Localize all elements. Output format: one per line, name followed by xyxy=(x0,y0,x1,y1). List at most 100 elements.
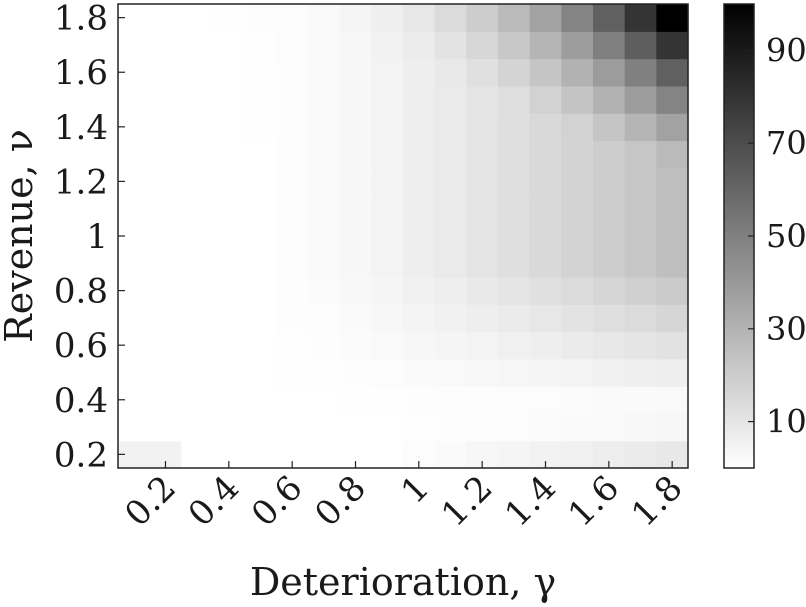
heatmap-cell xyxy=(244,31,277,60)
heatmap-cell xyxy=(529,195,562,223)
heatmap-cell xyxy=(149,31,182,60)
heatmap-cell xyxy=(213,31,246,60)
heatmap-cell xyxy=(466,195,499,223)
heatmap-cell xyxy=(276,85,309,114)
heatmap-cell xyxy=(244,85,277,114)
heatmap-cell xyxy=(118,85,151,114)
heatmap-cell xyxy=(149,58,182,87)
heatmap-cell xyxy=(339,4,372,32)
y-tick-label: 1.6 xyxy=(54,53,108,93)
heatmap-cell xyxy=(213,304,246,333)
heatmap-cell xyxy=(403,386,436,415)
heatmap-cell xyxy=(529,31,562,60)
heatmap-cell xyxy=(529,413,562,442)
heatmap-cell xyxy=(624,140,657,169)
heatmap-cell xyxy=(244,413,277,442)
heatmap-cell xyxy=(624,331,657,360)
heatmap-cell xyxy=(118,31,151,60)
heatmap-cell xyxy=(624,358,657,387)
heatmap-cell xyxy=(498,4,531,32)
heatmap-cell xyxy=(498,440,531,469)
heatmap-cell xyxy=(561,413,594,442)
heatmap-cell xyxy=(276,331,309,360)
heatmap-cell xyxy=(308,140,341,169)
heatmap-cell xyxy=(434,85,467,114)
heatmap-cell xyxy=(371,358,404,387)
heatmap-cell xyxy=(593,331,626,360)
heatmap-cell xyxy=(434,386,467,415)
y-tick-label: 0.6 xyxy=(54,326,108,366)
heatmap-cell xyxy=(561,276,594,305)
y-tick-label: 1.2 xyxy=(54,162,108,202)
heatmap-cell xyxy=(181,358,214,387)
y-tick-label: 0.8 xyxy=(54,272,108,312)
heatmap-cell xyxy=(149,276,182,305)
heatmap-cell xyxy=(656,167,689,196)
heatmap-cell xyxy=(371,140,404,169)
heatmap-cell xyxy=(656,58,689,87)
heatmap-cells xyxy=(118,4,689,469)
heatmap-cell xyxy=(434,304,467,333)
heatmap-cell xyxy=(181,195,214,223)
heatmap-cell xyxy=(308,195,341,223)
heatmap-cell xyxy=(593,413,626,442)
heatmap-cell xyxy=(434,4,467,32)
heatmap-cell xyxy=(339,195,372,223)
x-tick-label: 0.4 xyxy=(181,468,248,535)
heatmap-cell xyxy=(371,331,404,360)
heatmap-cell xyxy=(656,85,689,114)
colorbar-tick-label: 50 xyxy=(766,217,806,255)
heatmap-cell xyxy=(118,358,151,387)
heatmap-cell xyxy=(466,4,499,32)
heatmap-cell xyxy=(498,331,531,360)
heatmap-cell xyxy=(149,386,182,415)
x-tick-label: 0.2 xyxy=(117,468,184,535)
y-tick-label: 0.4 xyxy=(54,381,108,421)
heatmap-cell xyxy=(339,222,372,251)
heatmap-cell xyxy=(403,222,436,251)
heatmap-cell xyxy=(466,304,499,333)
heatmap-cell xyxy=(213,113,246,142)
x-axis-ticks: 0.20.40.60.8 11.21.41.61.8 xyxy=(117,461,691,535)
heatmap-cell xyxy=(498,140,531,169)
heatmap-cell xyxy=(593,113,626,142)
heatmap-cell xyxy=(466,140,499,169)
heatmap-cell xyxy=(149,140,182,169)
heatmap-cell xyxy=(624,58,657,87)
heatmap-cell xyxy=(561,195,594,223)
heatmap-cell xyxy=(624,4,657,32)
heatmap-cell xyxy=(593,249,626,278)
heatmap-cell xyxy=(371,276,404,305)
heatmap-cell xyxy=(624,222,657,251)
heatmap-cell xyxy=(466,58,499,87)
heatmap-cell xyxy=(498,85,531,114)
heatmap-cell xyxy=(276,358,309,387)
heatmap-cell xyxy=(593,4,626,32)
heatmap-cell xyxy=(339,140,372,169)
heatmap-cell xyxy=(118,140,151,169)
heatmap-cell xyxy=(308,386,341,415)
x-tick-label: 1 xyxy=(394,468,438,512)
heatmap-cell xyxy=(434,276,467,305)
heatmap-cell xyxy=(593,222,626,251)
heatmap-cell xyxy=(466,413,499,442)
heatmap-cell xyxy=(561,304,594,333)
heatmap-cell xyxy=(118,249,151,278)
heatmap-cell xyxy=(434,331,467,360)
heatmap-cell xyxy=(308,31,341,60)
heatmap-cell xyxy=(624,113,657,142)
heatmap-cell xyxy=(656,386,689,415)
heatmap-cell xyxy=(498,167,531,196)
heatmap-cell xyxy=(339,167,372,196)
colorbar-tick-label: 10 xyxy=(766,403,806,441)
heatmap-cell xyxy=(308,304,341,333)
heatmap-cell xyxy=(371,304,404,333)
x-tick-label: 1.2 xyxy=(434,468,501,535)
x-tick-label: 0.6 xyxy=(244,468,311,535)
x-tick-label: 1.6 xyxy=(561,468,628,535)
heatmap-cell xyxy=(529,276,562,305)
heatmap-cell xyxy=(308,413,341,442)
heatmap-cell xyxy=(213,413,246,442)
heatmap-cell xyxy=(149,222,182,251)
heatmap-cell xyxy=(339,31,372,60)
